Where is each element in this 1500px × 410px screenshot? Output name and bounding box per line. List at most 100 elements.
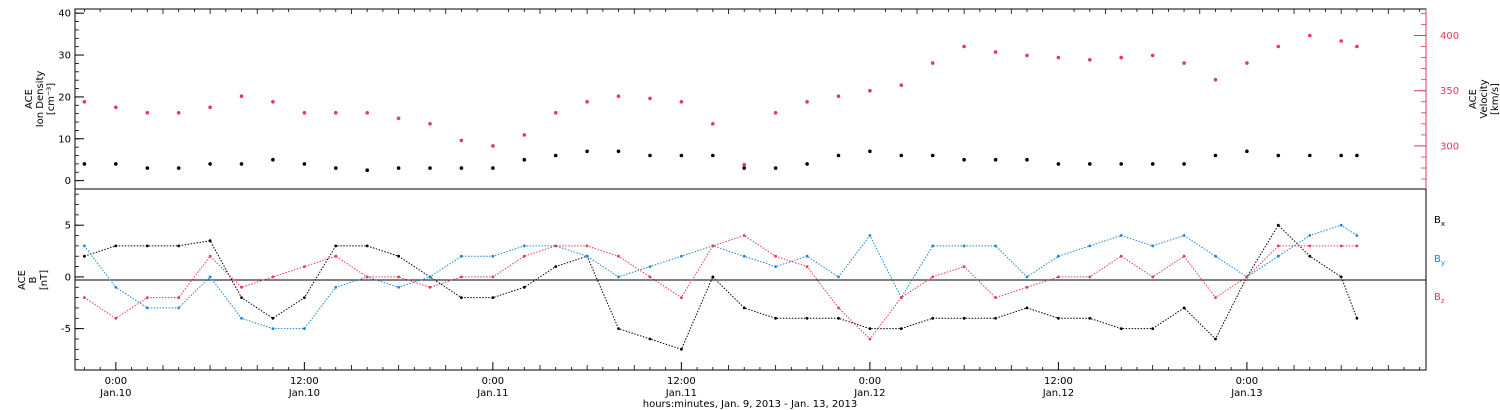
bx-point [1214, 337, 1217, 341]
velocity-point [993, 50, 998, 54]
by-point [1088, 244, 1092, 248]
velocity-point [428, 122, 432, 126]
bz-point [271, 275, 275, 279]
bz-point [899, 296, 903, 299]
x-tick-time-label: 12:00 [1044, 376, 1073, 387]
by-point [145, 306, 149, 310]
density-tick-label: 0 [65, 176, 71, 187]
x-tick-date-label: Jan.10 [288, 388, 320, 399]
density-point [1182, 162, 1186, 166]
density-point [742, 166, 746, 170]
by-point [774, 265, 777, 268]
bx-point [1057, 316, 1060, 320]
density-point [82, 162, 87, 166]
by-point [1025, 275, 1029, 279]
velocity-point [1245, 61, 1249, 65]
bz-point [522, 254, 526, 258]
by-point [680, 254, 683, 258]
bz-point [460, 275, 463, 279]
by-point [208, 275, 212, 279]
density-point [773, 166, 778, 170]
bz-point [1119, 254, 1123, 258]
bx-point [994, 316, 997, 320]
bz-point [1214, 296, 1217, 299]
bz-point [774, 254, 777, 258]
velocity-point [648, 96, 652, 101]
by-point [585, 254, 589, 258]
bx-point [240, 296, 243, 299]
bz-point [711, 244, 715, 248]
by-point [1214, 254, 1217, 258]
density-point [428, 166, 432, 170]
density-point [616, 149, 621, 154]
bx-point [899, 327, 903, 330]
velocity-axis-label-line1: ACE [1468, 89, 1479, 109]
density-point [114, 162, 118, 166]
density-point [1213, 153, 1218, 158]
velocity-point [1355, 44, 1359, 49]
density-point [522, 157, 527, 162]
x-tick-date-label: Jan.13 [1230, 388, 1262, 399]
density-point [1119, 162, 1123, 166]
velocity-point [805, 100, 809, 104]
by-point [1308, 234, 1312, 237]
velocity-point [1088, 58, 1092, 62]
bz-point [962, 265, 966, 268]
by-point [177, 306, 181, 310]
bx-point [931, 316, 935, 320]
x-tick-date-label: Jan.10 [99, 388, 131, 399]
density-point [648, 153, 652, 158]
density-point [679, 153, 684, 158]
bz-point [1151, 275, 1155, 279]
bz-point [1025, 285, 1029, 289]
density-point [334, 166, 338, 170]
by-point [962, 244, 966, 248]
x-tick-time-label: 0:00 [859, 376, 881, 387]
bz-point [1308, 244, 1312, 248]
b-tick-label: -5 [61, 324, 71, 335]
bx-point [617, 327, 620, 330]
velocity-tick-label: 400 [1440, 31, 1459, 42]
by-point [1182, 234, 1186, 237]
bx-point [962, 316, 966, 320]
bz-point [585, 244, 589, 248]
bx-point [271, 316, 275, 320]
bx-point [554, 265, 558, 268]
bx-point [805, 316, 809, 320]
legend-bz: Bz [1434, 292, 1445, 305]
bz-point [1245, 275, 1249, 279]
by-point [522, 244, 526, 248]
density-point [1245, 149, 1249, 154]
by-point [1339, 223, 1343, 227]
bz-point [868, 337, 872, 341]
velocity-point [82, 100, 87, 104]
velocity-point [1276, 44, 1281, 49]
by-point [1276, 254, 1280, 258]
by-point [334, 285, 338, 289]
x-axis-title: hours:minutes, Jan. 9, 2013 - Jan. 13, 2… [643, 399, 858, 410]
bz-point [83, 296, 86, 299]
velocity-point [585, 100, 589, 104]
by-point [931, 244, 935, 248]
bx-point [1088, 316, 1092, 320]
velocity-point [302, 111, 307, 115]
bz-point [428, 285, 432, 289]
bottom-panel-marks [83, 223, 1359, 351]
velocity-point [553, 111, 558, 115]
bz-point [1088, 275, 1092, 279]
density-point [145, 166, 150, 170]
by-point [240, 316, 243, 320]
velocity-point [1119, 55, 1123, 60]
bx-point [837, 316, 840, 320]
bx-point [1355, 316, 1359, 320]
bz-point [491, 275, 495, 279]
by-point [805, 254, 809, 258]
density-point [1025, 157, 1029, 162]
bz-point [334, 254, 338, 258]
velocity-point [711, 122, 715, 126]
bx-point [177, 244, 181, 248]
bx-point [680, 347, 683, 351]
density-point [805, 162, 809, 166]
by-point [114, 285, 118, 289]
